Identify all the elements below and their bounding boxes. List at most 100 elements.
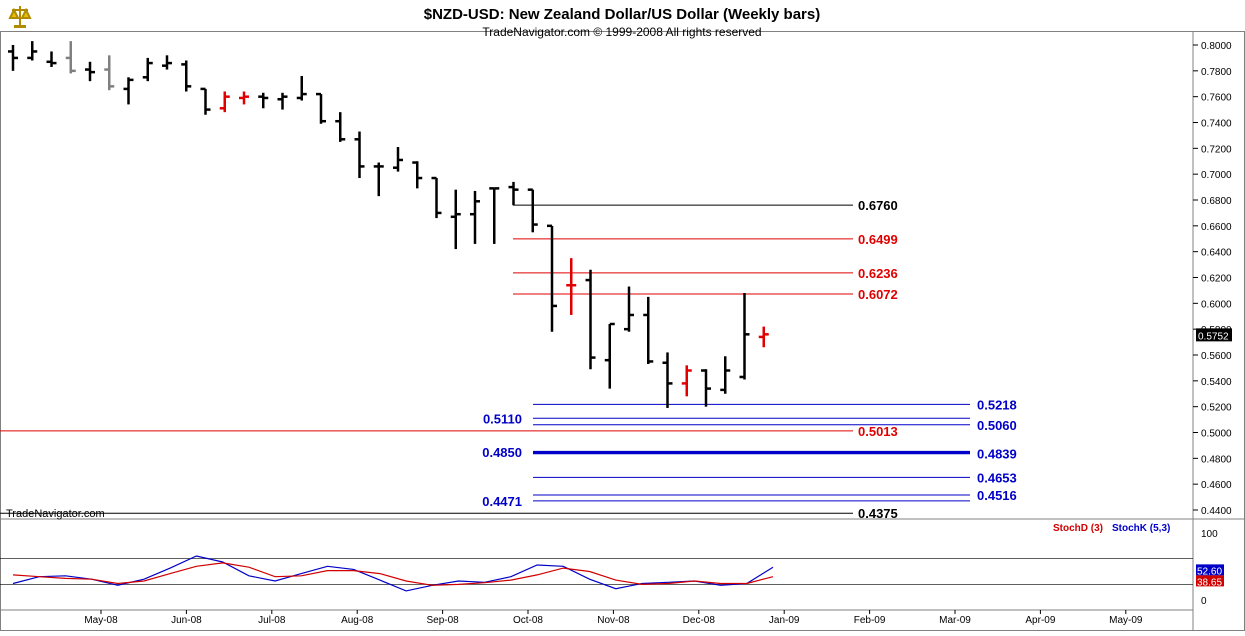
stoch-k-line	[12, 555, 774, 592]
price-tick-label: 0.6600	[1201, 222, 1232, 233]
price-bar	[701, 369, 711, 407]
price-bar	[200, 87, 211, 115]
price-tick-label: 0.7600	[1201, 93, 1232, 104]
price-bar	[720, 356, 731, 394]
price-bar	[681, 365, 692, 397]
price-bar	[643, 296, 654, 365]
time-tick-label: Aug-08	[341, 615, 374, 626]
price-bar	[8, 45, 18, 71]
time-tick-label: Feb-09	[854, 615, 886, 626]
stoch-tick-label: 0	[1201, 596, 1207, 607]
price-tick-label: 0.7400	[1201, 119, 1232, 130]
price-bar	[662, 352, 673, 408]
stoch-d-value: 38.65	[1197, 577, 1222, 588]
level-label: 0.5110	[483, 411, 522, 426]
time-tick-label: Dec-08	[683, 615, 716, 626]
level-label: 0.6236	[858, 266, 898, 281]
chart-subtitle: TradeNavigator.com © 1999-2008 All right…	[482, 25, 761, 39]
price-bar	[104, 55, 115, 91]
price-bar	[46, 51, 57, 67]
price-bar	[277, 92, 288, 110]
price-tick-label: 0.7000	[1201, 170, 1232, 181]
price-bar	[65, 41, 76, 74]
level-label: 0.5013	[858, 424, 898, 439]
time-tick-label: Jul-08	[258, 615, 286, 626]
time-tick-label: Nov-08	[597, 615, 630, 626]
price-bar	[142, 57, 153, 82]
level-label: 0.4850	[482, 445, 522, 460]
price-bar	[239, 91, 249, 105]
price-bar	[758, 326, 769, 348]
price-tick-label: 0.6400	[1201, 248, 1232, 259]
level-label: 0.4839	[977, 446, 1017, 461]
price-bar	[162, 55, 172, 70]
stochastic-legend: StochD (3) StochK (5,3)	[1053, 523, 1170, 534]
price-bar	[489, 187, 500, 244]
price-tick-label: 0.8000	[1201, 41, 1232, 52]
price-bar	[508, 181, 519, 206]
legend-stoch-d: StochD (3)	[1053, 523, 1103, 534]
price-bar	[393, 147, 403, 172]
price-bar	[624, 286, 634, 332]
price-bar	[316, 92, 326, 124]
current-price-tag: 0.5752	[1196, 328, 1232, 342]
time-tick-label: Mar-09	[939, 615, 971, 626]
price-bar	[604, 322, 615, 389]
price-tick-label: 0.4800	[1201, 454, 1232, 465]
time-tick-label: Sep-08	[426, 615, 459, 626]
price-tick-label: 0.6800	[1201, 196, 1232, 207]
time-tick-label: Jun-08	[171, 615, 202, 626]
price-tick-label: 0.5200	[1201, 403, 1232, 414]
price-bar	[354, 131, 365, 179]
level-label: 0.6760	[858, 198, 898, 213]
price-bars	[8, 41, 769, 408]
price-bar	[123, 77, 134, 105]
price-bar	[296, 76, 307, 101]
level-label: 0.5218	[977, 397, 1017, 412]
price-tick-label: 0.4400	[1201, 506, 1232, 517]
time-tick-label: May-08	[84, 615, 118, 626]
stoch-k-value-box	[1196, 564, 1224, 576]
price-bar	[585, 269, 596, 370]
price-bar	[470, 190, 480, 244]
price-bar	[739, 293, 750, 380]
stoch-d-line	[12, 562, 774, 586]
price-bar	[258, 92, 269, 109]
legend-stoch-k: StochK (5,3)	[1112, 523, 1170, 534]
stoch-k-value: 52.60	[1197, 566, 1222, 577]
level-label: 0.4471	[482, 494, 522, 509]
price-bar	[85, 61, 95, 82]
time-axis-ticks: May-08 Jun-08 Jul-08 Aug-08 Sep-08 Oct-08 Nov-…	[84, 610, 1143, 626]
price-bar	[527, 188, 538, 233]
time-tick-label: Apr-09	[1025, 615, 1055, 626]
price-tick-label: 0.4600	[1201, 480, 1232, 491]
stoch-tick-label: 100	[1201, 529, 1218, 540]
time-tick-label: Jan-09	[769, 615, 800, 626]
time-tick-label: May-09	[1109, 615, 1143, 626]
level-label: 0.4653	[977, 470, 1017, 485]
level-label: 0.5060	[977, 418, 1017, 433]
current-price-box	[1196, 328, 1232, 342]
price-bar	[450, 189, 461, 250]
price-bar	[431, 176, 442, 219]
time-tick-label: Oct-08	[513, 615, 543, 626]
price-tick-label: 0.5000	[1201, 429, 1232, 440]
price-tick-label: 0.5600	[1201, 351, 1232, 362]
trade-navigator-logo	[6, 3, 34, 29]
fibonacci-levels: 0.6760 0.6499 0.6236 0.6072 0.5218 0.5110 0.50…	[0, 198, 1017, 521]
chart-title: $NZD-USD: New Zealand Dollar/US Dollar (…	[424, 6, 820, 23]
watermark-text: TradeNavigator.com	[6, 508, 105, 520]
price-bar	[547, 224, 557, 332]
price-bar	[27, 41, 38, 61]
level-label: 0.6499	[858, 232, 898, 247]
level-label: 0.4375	[858, 506, 898, 521]
price-tick-label: 0.7800	[1201, 67, 1232, 78]
level-label: 0.6072	[858, 287, 898, 302]
price-tick-label: 0.5400	[1201, 377, 1232, 388]
current-price-label: 0.5752	[1198, 331, 1229, 342]
price-tick-label: 0.7200	[1201, 144, 1232, 155]
